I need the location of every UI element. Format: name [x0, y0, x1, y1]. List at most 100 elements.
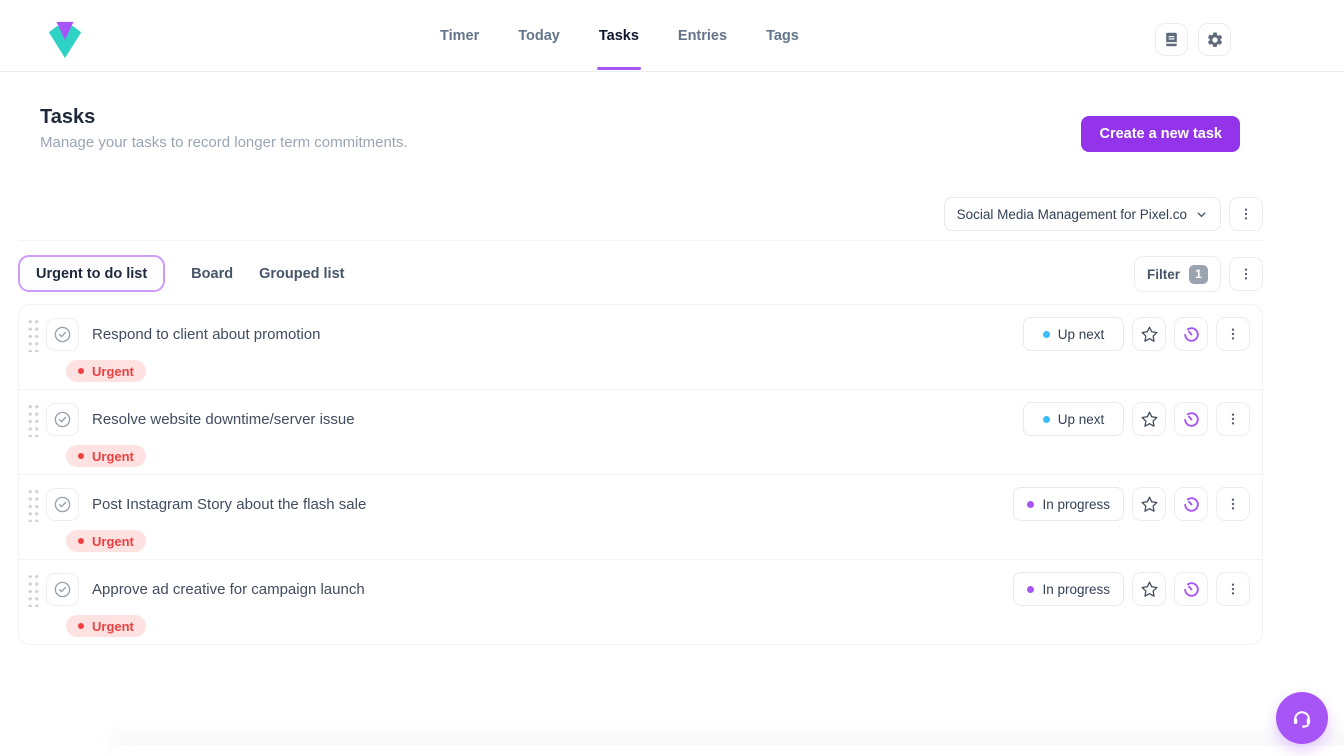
- status-dot: [1027, 500, 1035, 508]
- nav-tab-label: Entries: [677, 28, 728, 44]
- project-select-dropdown[interactable]: Social Media Management for Pixel.co: [943, 197, 1221, 231]
- list-options-menu-button[interactable]: [1229, 257, 1263, 291]
- drag-handle-icon[interactable]: [26, 401, 39, 437]
- nav-tab-tasks[interactable]: Tasks: [596, 0, 641, 72]
- kebab-menu-icon: [1231, 583, 1235, 595]
- kebab-menu-icon: [1244, 268, 1248, 280]
- selected-project-label: Social Media Management for Pixel.co: [956, 206, 1187, 222]
- star-icon: [1141, 326, 1157, 342]
- app-logo-icon[interactable]: [48, 20, 82, 58]
- status-dot: [1042, 415, 1050, 423]
- section-divider: [18, 240, 1263, 241]
- tag-label: Urgent: [92, 618, 134, 634]
- task-row: Resolve website downtime/server issue Up…: [19, 389, 1262, 474]
- settings-button[interactable]: [1198, 23, 1231, 56]
- task-name[interactable]: Approve ad creative for campaign launch: [92, 580, 365, 598]
- start-timer-button[interactable]: [1174, 317, 1208, 351]
- status-dot: [1042, 330, 1050, 338]
- favorite-task-button[interactable]: [1132, 402, 1166, 436]
- status-label: Up next: [1057, 326, 1105, 342]
- page-title: Tasks: [40, 106, 96, 128]
- task-controls: In progress: [1013, 487, 1250, 521]
- complete-task-button[interactable]: [46, 317, 79, 351]
- tag-label: Urgent: [92, 363, 134, 379]
- start-timer-button[interactable]: [1174, 572, 1208, 606]
- page-subtitle: Manage your tasks to record longer term …: [40, 134, 408, 151]
- start-timer-button[interactable]: [1174, 402, 1208, 436]
- task-controls: Up next: [1023, 317, 1250, 351]
- create-task-button[interactable]: Create a new task: [1081, 116, 1240, 152]
- header-actions: [1155, 23, 1231, 56]
- chevron-down-icon: [1197, 211, 1206, 217]
- task-name[interactable]: Resolve website downtime/server issue: [92, 410, 355, 428]
- docs-button[interactable]: [1155, 23, 1188, 56]
- task-menu-button[interactable]: [1216, 487, 1250, 521]
- drag-handle-icon[interactable]: [26, 316, 39, 352]
- check-circle-icon: [54, 581, 71, 597]
- drag-handle-icon[interactable]: [26, 486, 39, 522]
- kebab-menu-icon: [1231, 498, 1235, 510]
- tag-urgent[interactable]: Urgent: [66, 360, 146, 382]
- status-badge[interactable]: Up next: [1023, 317, 1124, 351]
- view-tab-grouped-list[interactable]: Grouped list: [259, 265, 345, 282]
- support-button[interactable]: [1276, 692, 1328, 744]
- timer-icon: [1183, 326, 1199, 342]
- task-controls: In progress: [1013, 572, 1250, 606]
- task-name[interactable]: Respond to client about promotion: [92, 325, 321, 343]
- tag-urgent[interactable]: Urgent: [66, 615, 146, 637]
- view-tabs: Urgent to do list Board Grouped list: [18, 255, 344, 292]
- tag-urgent[interactable]: Urgent: [66, 445, 146, 467]
- nav-tab-timer[interactable]: Timer: [440, 0, 479, 72]
- status-badge[interactable]: Up next: [1023, 402, 1124, 436]
- nav-tab-tags[interactable]: Tags: [766, 0, 799, 72]
- check-circle-icon: [54, 326, 71, 342]
- complete-task-button[interactable]: [46, 402, 79, 436]
- task-menu-button[interactable]: [1216, 402, 1250, 436]
- tag-dot: [78, 368, 84, 374]
- tag-label: Urgent: [92, 533, 134, 549]
- gear-icon: [1207, 31, 1222, 47]
- project-menu-button[interactable]: [1229, 197, 1263, 231]
- nav-tab-entries[interactable]: Entries: [678, 0, 727, 72]
- nav-tab-label: Tags: [766, 28, 799, 44]
- timer-icon: [1183, 411, 1199, 427]
- status-label: In progress: [1042, 496, 1110, 512]
- check-circle-icon: [54, 496, 71, 512]
- task-row: Approve ad creative for campaign launch …: [19, 559, 1262, 644]
- filter-button[interactable]: Filter 1: [1133, 256, 1221, 292]
- task-menu-button[interactable]: [1216, 572, 1250, 606]
- headset-icon: [1293, 711, 1311, 728]
- view-tab-urgent-to-do-list[interactable]: Urgent to do list: [18, 255, 166, 292]
- timer-icon: [1183, 581, 1199, 597]
- task-row: Respond to client about promotion Up nex…: [19, 305, 1262, 389]
- task-menu-button[interactable]: [1216, 317, 1250, 351]
- status-label: In progress: [1042, 581, 1110, 597]
- drag-handle-icon[interactable]: [26, 571, 39, 607]
- status-label: Up next: [1057, 411, 1105, 427]
- task-name[interactable]: Post Instagram Story about the flash sal…: [92, 495, 367, 513]
- status-badge[interactable]: In progress: [1013, 572, 1124, 606]
- nav-tab-label: Timer: [440, 28, 480, 44]
- complete-task-button[interactable]: [46, 572, 79, 606]
- view-tab-board[interactable]: Board: [191, 265, 234, 282]
- status-badge[interactable]: In progress: [1013, 487, 1124, 521]
- nav-tab-label: Today: [518, 28, 560, 44]
- start-timer-button[interactable]: [1174, 487, 1208, 521]
- favorite-task-button[interactable]: [1132, 572, 1166, 606]
- bottom-sheet-edge: [112, 746, 1344, 756]
- star-icon: [1141, 581, 1157, 597]
- complete-task-button[interactable]: [46, 487, 79, 521]
- tag-urgent[interactable]: Urgent: [66, 530, 146, 552]
- favorite-task-button[interactable]: [1132, 317, 1166, 351]
- star-icon: [1141, 496, 1157, 512]
- kebab-menu-icon: [1244, 208, 1248, 220]
- nav-tab-today[interactable]: Today: [518, 0, 560, 72]
- filter-count-badge: 1: [1189, 264, 1208, 284]
- status-dot: [1027, 585, 1035, 593]
- timer-icon: [1183, 496, 1199, 512]
- active-tab-underline: [596, 67, 641, 70]
- kebab-menu-icon: [1231, 413, 1235, 425]
- book-icon: [1166, 32, 1177, 47]
- tag-dot: [78, 453, 84, 459]
- favorite-task-button[interactable]: [1132, 487, 1166, 521]
